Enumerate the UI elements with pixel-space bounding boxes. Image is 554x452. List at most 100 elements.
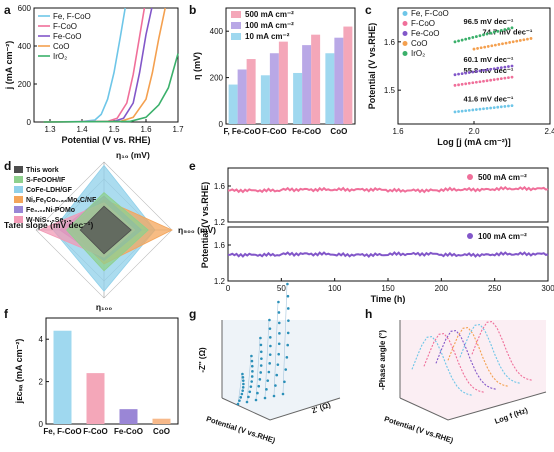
y-tick-label: 0 — [219, 120, 224, 129]
legend-label: Fe-CoO — [53, 32, 81, 41]
data-point — [277, 342, 281, 346]
bar — [260, 75, 270, 124]
plot-frame — [45, 317, 179, 425]
series-line — [435, 330, 497, 390]
data-point — [474, 80, 478, 84]
y-tick-label: 400 — [18, 42, 32, 51]
data-point — [503, 105, 507, 108]
data-point — [496, 105, 500, 109]
axis-label-left: Tafel slope (mV dec⁻¹) — [4, 220, 94, 230]
data-point — [239, 396, 243, 399]
data-point — [281, 392, 285, 396]
bar — [311, 34, 321, 124]
data-point — [478, 80, 482, 84]
legend-label: Fe₀.₀₂Ni-POMo — [26, 207, 75, 214]
x-tick-label: CoO — [153, 427, 170, 436]
data-point — [464, 109, 468, 113]
data-point — [496, 66, 500, 70]
data-point — [489, 67, 493, 71]
series-line — [411, 336, 473, 396]
bar — [302, 45, 312, 125]
data-point — [499, 105, 503, 109]
data-point — [471, 81, 475, 85]
data-point — [492, 67, 496, 71]
data-point — [510, 75, 514, 79]
legend-label: CoFe-LDH/GF — [26, 187, 73, 194]
data-point — [460, 109, 464, 113]
data-point — [503, 28, 507, 31]
x-axis-label: Log [j (mA cm⁻²)] — [437, 137, 510, 147]
data-point — [467, 71, 471, 74]
data-point — [472, 47, 476, 51]
data-point — [499, 77, 503, 81]
legend-label: 100 mA cm⁻² — [245, 21, 294, 30]
data-point — [508, 41, 512, 44]
data-point — [277, 300, 280, 304]
data-point — [464, 37, 468, 41]
back-wall — [400, 320, 546, 420]
data-point — [460, 82, 464, 86]
y-tick-label: 1.6 — [214, 241, 226, 250]
data-point — [483, 45, 487, 49]
legend-label: Fe-CoO — [411, 29, 439, 38]
legend-swatch — [14, 206, 23, 213]
y-axis-label: η (mV) — [192, 52, 202, 80]
guide-line — [273, 301, 279, 397]
data-point — [489, 78, 493, 82]
data-point — [529, 37, 533, 40]
y-tick-label: 0 — [39, 420, 44, 429]
bar — [325, 53, 335, 124]
data-point — [504, 41, 508, 45]
y-tick-label: 4 — [39, 335, 44, 344]
x-tick-label: Fe-CoO — [114, 427, 143, 436]
x-tick-label: 1.7 — [172, 125, 184, 134]
data-point — [485, 79, 489, 83]
data-point — [250, 375, 254, 378]
legend-label: W-NiS₀.₅Se₀.₅ — [26, 217, 72, 224]
data-point — [526, 37, 529, 41]
data-point — [496, 77, 500, 81]
chart-g: -Z'' (Ω)Potential (V vs.RHE)Z' (Ω) — [198, 282, 341, 445]
y-tick-label: 1.2 — [214, 277, 226, 286]
legend-label: S-FeOOH/IF — [26, 177, 66, 184]
data-point — [511, 40, 515, 44]
data-point — [486, 45, 490, 48]
data-point — [285, 356, 289, 359]
data-point — [286, 307, 290, 310]
data-point — [507, 76, 510, 80]
data-point — [240, 392, 244, 396]
legend-swatch — [14, 216, 23, 223]
data-point — [248, 390, 252, 394]
data-point — [245, 400, 249, 404]
data-point — [286, 282, 289, 286]
x-tick-label: F, Fe-CoO — [223, 127, 260, 136]
guide-line — [246, 355, 252, 403]
data-point — [286, 331, 290, 335]
data-point — [476, 47, 479, 50]
data-point — [478, 34, 482, 38]
guide-line — [282, 283, 288, 395]
data-point — [478, 107, 482, 111]
data-point — [268, 353, 272, 356]
data-point — [474, 70, 478, 73]
legend-swatch — [467, 233, 473, 239]
data-point — [260, 357, 263, 360]
data-point — [457, 72, 460, 76]
legend-swatch — [14, 176, 23, 183]
data-point — [460, 72, 464, 76]
data-point — [254, 398, 258, 402]
axis-label-right: η₅₀₀ (mV) — [178, 225, 216, 235]
data-point — [510, 26, 514, 30]
data-point — [499, 66, 503, 70]
legend-swatch — [231, 11, 241, 18]
data-point — [467, 108, 471, 112]
y-tick-label: 1.6 — [384, 38, 396, 47]
data-point — [485, 32, 489, 36]
data-point — [263, 396, 267, 400]
data-point — [482, 107, 485, 111]
data-point — [286, 343, 289, 347]
x-tick-label: 200 — [435, 284, 449, 293]
radar-area — [79, 205, 132, 255]
y-axis-label: Log f (Hz) — [493, 405, 529, 425]
data-point — [492, 30, 496, 34]
